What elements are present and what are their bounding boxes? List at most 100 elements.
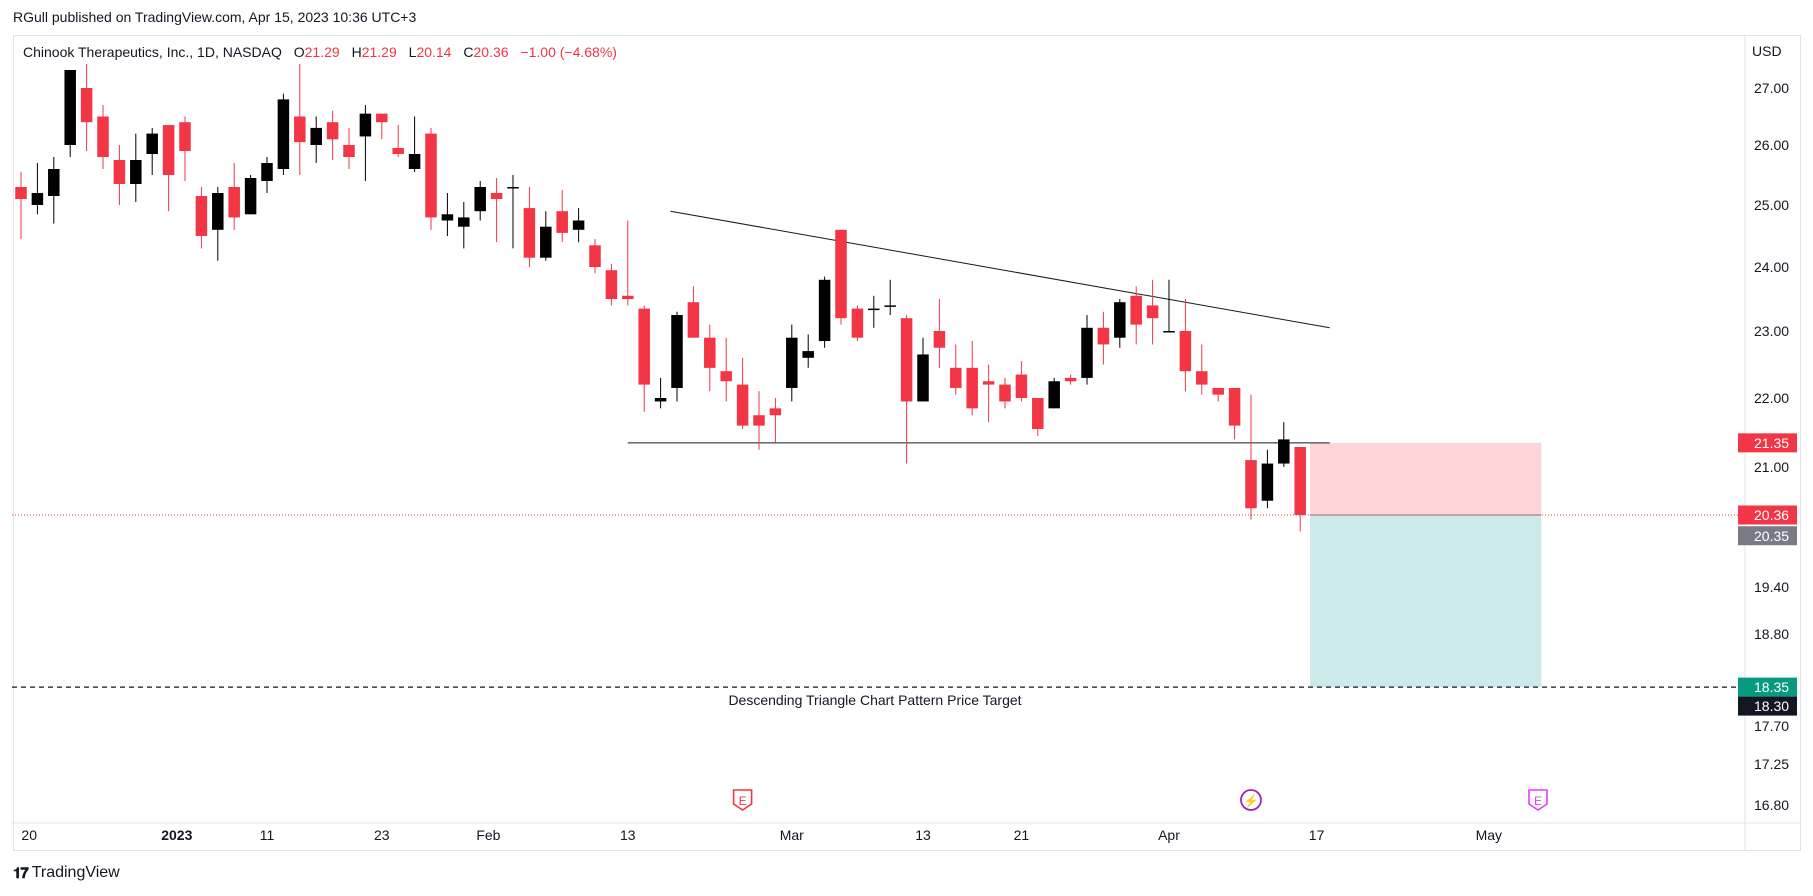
time-tick-label: 20 (21, 827, 37, 843)
candle-body[interactable] (982, 381, 995, 385)
candle-body[interactable] (97, 116, 109, 158)
candle-body[interactable] (868, 308, 880, 311)
candle-body[interactable] (507, 187, 519, 189)
candle-body[interactable] (1097, 327, 1110, 345)
trendline[interactable] (670, 210, 1330, 329)
candle-body[interactable] (720, 371, 732, 382)
candle-body[interactable] (441, 214, 454, 221)
candle-body[interactable] (277, 99, 290, 169)
time-tick-label: 17 (1309, 827, 1325, 843)
candle-body[interactable] (999, 384, 1011, 402)
candle-body[interactable] (1146, 305, 1159, 319)
earnings-event-icon[interactable] (1528, 789, 1548, 811)
candle-body[interactable] (1196, 371, 1208, 385)
candle-body[interactable] (48, 169, 60, 196)
candle-body[interactable] (80, 88, 93, 123)
time-tick-label: Apr (1158, 827, 1180, 843)
open-label: O (293, 44, 305, 60)
candle-body[interactable] (1130, 295, 1142, 325)
candle-body[interactable] (244, 178, 257, 215)
candle-body[interactable] (359, 113, 372, 137)
candle-body[interactable] (704, 337, 716, 368)
symbol-name[interactable]: Chinook Therapeutics, Inc., 1D, NASDAQ (23, 44, 282, 60)
tradingview-logo-icon: 𝟏𝟕 (13, 864, 29, 882)
candle-body[interactable] (130, 160, 142, 184)
candle-body[interactable] (638, 308, 650, 385)
price-tick-label: 18.80 (1754, 626, 1789, 642)
candle-body[interactable] (802, 351, 814, 358)
candle-body[interactable] (654, 398, 667, 402)
candle-body[interactable] (425, 133, 437, 218)
candle-body[interactable] (589, 245, 601, 267)
candle-body[interactable] (392, 148, 404, 154)
candle-body[interactable] (572, 220, 585, 230)
footer-brand[interactable]: 𝟏𝟕 TradingView (13, 864, 120, 882)
candle-body[interactable] (1212, 387, 1224, 395)
candle-body[interactable] (310, 127, 322, 145)
candle-body[interactable] (1064, 377, 1077, 382)
candle-body[interactable] (179, 122, 191, 151)
price-tag-label: 21.35 (1754, 435, 1789, 451)
candle-body[interactable] (195, 196, 208, 236)
candle-body[interactable] (835, 229, 847, 319)
candle-body[interactable] (687, 302, 700, 338)
candle-body[interactable] (950, 367, 962, 388)
candle-body[interactable] (1032, 398, 1044, 430)
candle-body[interactable] (540, 226, 552, 258)
candle-body[interactable] (228, 187, 240, 218)
candle-body[interactable] (900, 318, 913, 402)
candle-body[interactable] (622, 295, 634, 299)
candle-body[interactable] (146, 133, 158, 154)
candle-body[interactable] (294, 116, 306, 143)
candle-body[interactable] (490, 193, 503, 199)
candle-body[interactable] (556, 211, 568, 233)
earnings-event-icon[interactable] (732, 789, 753, 811)
candle-body[interactable] (818, 279, 831, 342)
candle-body[interactable] (786, 337, 798, 388)
candle-body[interactable] (1114, 302, 1126, 338)
candle-body[interactable] (966, 367, 978, 409)
candle-body[interactable] (1081, 327, 1093, 378)
candle-body[interactable] (15, 187, 27, 199)
candle-body[interactable] (408, 154, 421, 169)
candle-body[interactable] (884, 305, 896, 307)
candle-body[interactable] (343, 145, 355, 157)
candle-body[interactable] (212, 193, 224, 230)
candle-body[interactable] (523, 208, 536, 258)
candle-body[interactable] (261, 163, 273, 181)
candle-body[interactable] (113, 160, 126, 184)
event-marker-label: ⚡ (1244, 794, 1259, 808)
candle-body[interactable] (1048, 381, 1060, 409)
candle-body[interactable] (31, 193, 44, 205)
candle-body[interactable] (376, 113, 388, 123)
candle-body[interactable] (917, 354, 929, 402)
candle-body[interactable] (933, 331, 946, 348)
candle-body[interactable] (1228, 387, 1241, 426)
split-event-icon[interactable] (1240, 789, 1262, 811)
price-tag-label: 18.30 (1754, 698, 1789, 714)
time-tick-label: 21 (1014, 827, 1030, 843)
candle-body[interactable] (736, 384, 749, 426)
take-profit-zone[interactable] (1310, 515, 1542, 688)
candle-body[interactable] (769, 408, 782, 416)
candle-body[interactable] (1163, 331, 1175, 333)
candle-body[interactable] (753, 415, 765, 426)
candle-body[interactable] (1261, 463, 1274, 501)
candle-body[interactable] (458, 217, 470, 227)
candle-body[interactable] (1245, 460, 1257, 509)
stop-loss-zone[interactable] (1310, 442, 1542, 515)
candle-body[interactable] (1179, 331, 1192, 372)
currency-label[interactable]: USD (1752, 43, 1782, 59)
candle-body[interactable] (162, 125, 175, 175)
candle-body[interactable] (1294, 446, 1306, 515)
candle-body[interactable] (1278, 439, 1290, 464)
candle-body[interactable] (851, 308, 864, 338)
candle-body[interactable] (1015, 374, 1028, 398)
price-tag (1738, 433, 1797, 453)
candle-body[interactable] (605, 270, 618, 299)
candle-body[interactable] (64, 70, 76, 145)
candle-body[interactable] (326, 122, 339, 140)
candle-body[interactable] (474, 187, 486, 212)
candle-body[interactable] (671, 315, 683, 388)
